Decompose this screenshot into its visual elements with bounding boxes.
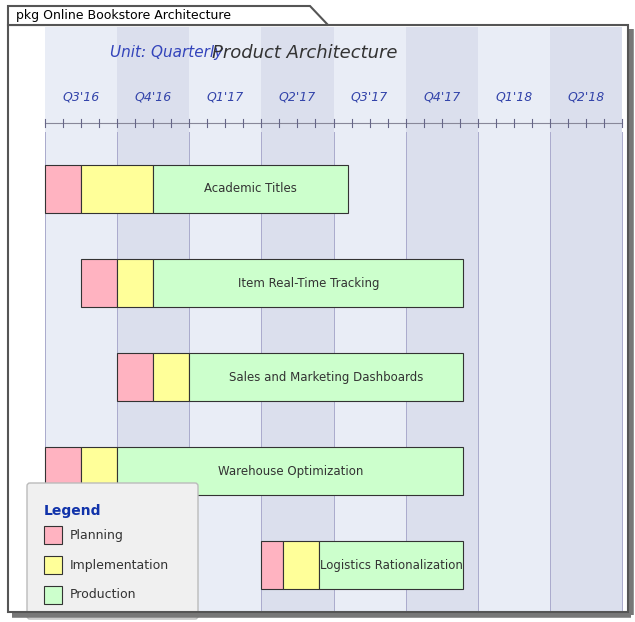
- Bar: [319, 541, 464, 590]
- Bar: [153, 165, 348, 213]
- Text: Item Real-Time Tracking: Item Real-Time Tracking: [237, 277, 379, 289]
- Bar: [262, 27, 333, 612]
- Text: Sales and Marketing Dashboards: Sales and Marketing Dashboards: [229, 371, 424, 384]
- Bar: [44, 586, 62, 604]
- Bar: [406, 27, 478, 612]
- Text: Academic Titles: Academic Titles: [204, 182, 297, 195]
- Bar: [81, 165, 153, 213]
- Bar: [44, 526, 62, 544]
- Text: Q3'17: Q3'17: [351, 90, 388, 103]
- Bar: [550, 27, 622, 612]
- Bar: [45, 447, 81, 496]
- Bar: [44, 556, 62, 574]
- Bar: [478, 27, 550, 612]
- Bar: [45, 27, 117, 612]
- Bar: [333, 27, 406, 612]
- Bar: [81, 447, 117, 496]
- Text: Planning: Planning: [70, 529, 124, 542]
- Bar: [153, 259, 464, 307]
- Bar: [189, 353, 464, 401]
- Text: Implementation: Implementation: [70, 559, 169, 572]
- Text: pkg Online Bookstore Architecture: pkg Online Bookstore Architecture: [16, 9, 231, 22]
- Text: Q1'17: Q1'17: [206, 90, 244, 103]
- Text: Logistics Rationalization: Logistics Rationalization: [320, 559, 463, 572]
- Text: Production: Production: [70, 588, 137, 601]
- Text: Q4'16: Q4'16: [135, 90, 172, 103]
- Text: Warehouse Optimization: Warehouse Optimization: [218, 465, 363, 478]
- Bar: [153, 353, 189, 401]
- Text: Q2'18: Q2'18: [567, 90, 605, 103]
- Text: Q2'17: Q2'17: [279, 90, 316, 103]
- Bar: [283, 541, 319, 590]
- Text: Unit: Quarterly: Unit: Quarterly: [110, 45, 223, 60]
- Text: Q4'17: Q4'17: [423, 90, 460, 103]
- Bar: [117, 447, 464, 496]
- Polygon shape: [8, 6, 328, 25]
- Bar: [81, 259, 117, 307]
- FancyBboxPatch shape: [27, 483, 198, 619]
- Text: Q3'16: Q3'16: [62, 90, 100, 103]
- Bar: [117, 353, 153, 401]
- Text: Q1'18: Q1'18: [495, 90, 532, 103]
- Text: Legend: Legend: [44, 504, 102, 518]
- Text: Product Architecture: Product Architecture: [212, 44, 398, 62]
- Bar: [117, 27, 189, 612]
- Bar: [45, 165, 81, 213]
- Bar: [189, 27, 262, 612]
- Bar: [117, 259, 153, 307]
- Bar: [262, 541, 283, 590]
